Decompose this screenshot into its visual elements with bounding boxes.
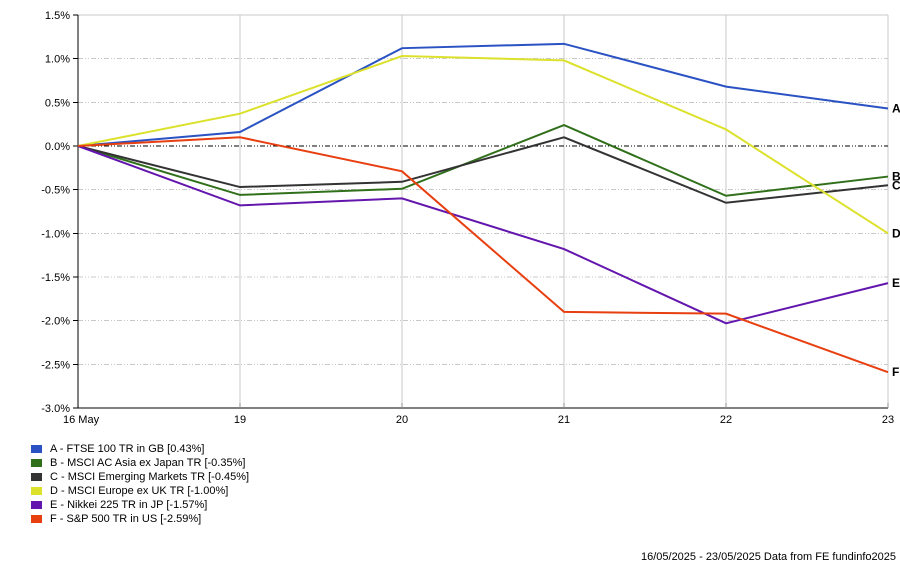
series-line-F	[77, 136, 889, 374]
legend-label-E: E - Nikkei 225 TR in JP [-1.57%]	[50, 499, 208, 511]
y-axis-label: 0.5%	[45, 97, 70, 109]
x-axis-label: 21	[558, 414, 570, 426]
y-axis-label: 1.5%	[45, 10, 70, 22]
y-axis-label: -1.0%	[41, 228, 70, 240]
x-axis-label: 23	[882, 414, 894, 426]
legend-item-F: F - S&P 500 TR in US [-2.59%]	[31, 512, 249, 526]
legend-item-C: C - MSCI Emerging Markets TR [-0.45%]	[31, 470, 249, 484]
x-axis-label: 16 May	[63, 414, 100, 426]
y-axis-label: -3.0%	[41, 403, 70, 415]
y-axis-label: 1.0%	[45, 54, 70, 66]
chart-legend: A - FTSE 100 TR in GB [0.43%] B - MSCI AC…	[31, 442, 249, 526]
series-end-label-B: B	[892, 170, 900, 184]
y-axis-label: -2.0%	[41, 316, 70, 328]
legend-swatch-D	[31, 487, 42, 495]
y-axis-label: -2.5%	[41, 359, 70, 371]
series-line-E	[77, 145, 889, 325]
series-line-A	[77, 42, 889, 147]
legend-swatch-E	[31, 501, 42, 509]
legend-item-E: E - Nikkei 225 TR in JP [-1.57%]	[31, 498, 249, 512]
series-end-label-F: F	[892, 365, 899, 379]
series-end-label-E: E	[892, 276, 900, 290]
legend-label-C: C - MSCI Emerging Markets TR [-0.45%]	[50, 471, 250, 483]
x-axis-label: 20	[396, 414, 408, 426]
legend-label-D: D - MSCI Europe ex UK TR [-1.00%]	[50, 485, 229, 497]
legend-label-A: A - FTSE 100 TR in GB [0.43%]	[50, 443, 205, 455]
series-line-D	[77, 55, 889, 235]
footer-attribution: 16/05/2025 - 23/05/2025 Data from FE fun…	[640, 551, 896, 563]
legend-swatch-B	[31, 459, 42, 467]
legend-item-A: A - FTSE 100 TR in GB [0.43%]	[31, 442, 249, 456]
series-line-C	[77, 136, 889, 204]
x-axis-label: 22	[720, 414, 732, 426]
legend-item-B: B - MSCI AC Asia ex Japan TR [-0.35%]	[31, 456, 249, 470]
legend-swatch-A	[31, 445, 42, 453]
series-end-label-D: D	[892, 226, 900, 240]
x-axis-label: 19	[234, 414, 246, 426]
y-axis-label: 0.0%	[45, 141, 70, 153]
y-axis-label: -1.5%	[41, 272, 70, 284]
series-end-label-C: C	[892, 178, 900, 192]
legend-label-B: B - MSCI AC Asia ex Japan TR [-0.35%]	[50, 457, 246, 469]
series-line-B	[77, 123, 889, 197]
performance-chart: 1.5% 1.0% 0.5% 0.0% -0.5% -1.0% -1.5% -2.0% -2.5…	[41, 10, 900, 426]
series-end-label-A: A	[892, 101, 900, 115]
legend-swatch-F	[31, 515, 42, 523]
legend-label-F: F - S&P 500 TR in US [-2.59%]	[50, 513, 202, 525]
legend-swatch-C	[31, 473, 42, 481]
legend-item-D: D - MSCI Europe ex UK TR [-1.00%]	[31, 484, 249, 498]
y-axis-label: -0.5%	[41, 185, 70, 197]
